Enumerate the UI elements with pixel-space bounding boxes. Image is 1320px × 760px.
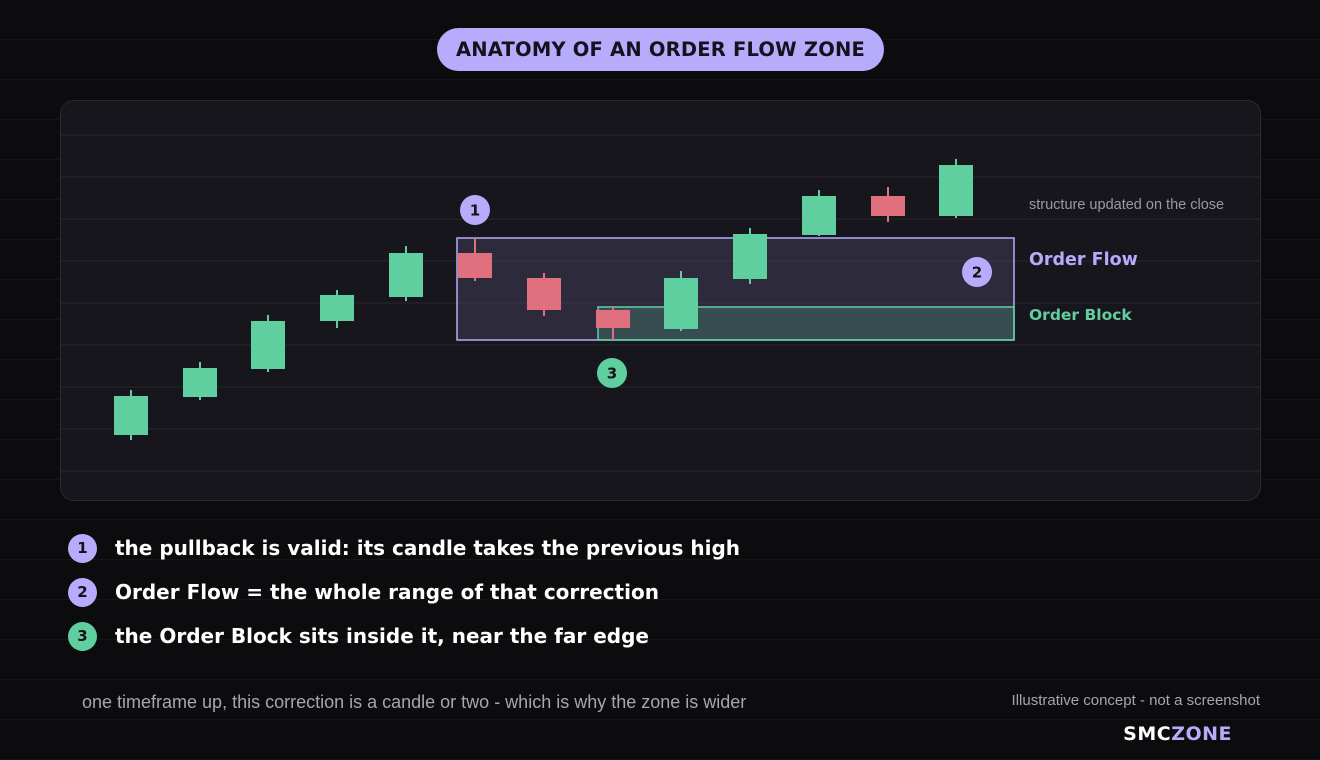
legend-badge-3: 3 [68,621,97,651]
bullish-candle [733,228,767,284]
marker-2-label: 2 [972,264,982,282]
legend-item-2: 2 Order Flow = the whole range of that c… [68,577,659,607]
legend-text-1: the pullback is valid: its candle takes … [115,536,741,560]
bearish-candle [596,306,630,340]
bullish-candle [664,271,698,331]
legend-badge-2: 2 [68,577,97,607]
bullish-candle [114,390,148,440]
bullish-candle [802,190,836,236]
legend-item-3: 3 the Order Block sits inside it, near t… [68,621,649,651]
candlestick-diagram: 1 2 3 structure updated on the close Ord… [61,134,1260,472]
bearish-candle [527,273,561,316]
marker-1: 1 [460,195,490,225]
structure-note: structure updated on the close [1029,197,1224,213]
brand-logo: SMCZONE [1123,723,1232,745]
bullish-candle [183,362,217,400]
order-block-zone [597,306,1015,341]
legend-text-3: the Order Block sits inside it, near the… [115,624,649,648]
bearish-candle [458,238,492,281]
order-block-label: Order Block [1029,306,1132,324]
footnote: one timeframe up, this correction is a c… [82,692,747,712]
legend-text-2: Order Flow = the whole range of that cor… [115,580,659,604]
candles [114,159,973,440]
marker-3: 3 [597,358,627,388]
brand-part-1: SMC [1123,723,1172,745]
marker-2: 2 [962,257,992,287]
legend-badge-1: 1 [68,533,97,563]
page-title: ANATOMY OF AN ORDER FLOW ZONE [437,28,884,71]
disclaimer: Illustrative concept - not a screenshot [1011,692,1260,709]
bullish-candle [320,290,354,328]
bearish-candle [871,187,905,222]
bullish-candle [389,246,423,301]
marker-3-label: 3 [607,365,617,383]
legend-item-1: 1 the pullback is valid: its candle take… [68,533,740,563]
chart-panel: 1 2 3 structure updated on the close Ord… [60,100,1261,501]
bullish-candle [251,315,285,372]
bullish-candle [939,159,973,218]
marker-1-label: 1 [470,202,480,220]
brand-part-2: ZONE [1171,723,1232,745]
order-flow-label: Order Flow [1029,250,1138,270]
